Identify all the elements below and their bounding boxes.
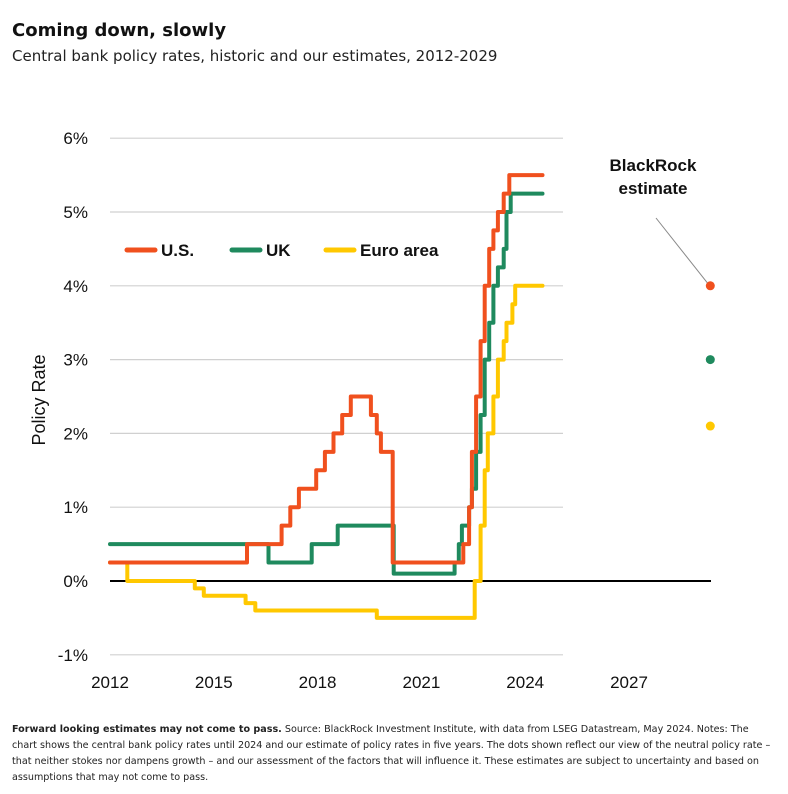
y-tick-label: 1% [63, 498, 88, 517]
blackrock-annotation: BlackRock estimate [610, 156, 708, 284]
grid-lines [110, 137, 711, 656]
policy-rate-chart: -1%0%1%2%3%4%5%6% 2012 2015 2018 2021 2024 20… [29, 129, 715, 692]
x-tick-labels: 2012 2015 2018 2021 2024 2027 [91, 673, 648, 692]
series-line-euro-area [108, 283, 545, 620]
annotation-leader [655, 217, 708, 284]
legend: U.S. UK Euro area [124, 241, 439, 260]
footnote: Forward looking estimates may not come t… [12, 722, 776, 786]
y-tick-labels: -1% 0% 1% 2% 3% 4% 5% 6% [58, 129, 88, 665]
footnote-text: Source: BlackRock Investment Institute, … [12, 724, 771, 783]
chart-subtitle: Central bank policy rates, historic and … [12, 47, 498, 65]
estimate-dots [705, 281, 715, 431]
footnote-bold: Forward looking estimates may not come t… [12, 724, 282, 735]
y-tick-label: 2% [63, 424, 88, 443]
y-axis-label: Policy Rate [29, 354, 49, 445]
x-tick-label: 2012 [91, 673, 129, 692]
x-tick-label: 2021 [402, 673, 440, 692]
y-tick-label: 5% [63, 203, 88, 222]
series-lines [108, 173, 545, 620]
y-tick-label: 0% [63, 572, 88, 591]
series-line-u-s [108, 173, 545, 565]
chart-title: Coming down, slowly [12, 20, 227, 41]
x-tick-label: 2024 [506, 673, 544, 692]
estimate-dot [705, 421, 715, 431]
y-tick-label: 6% [63, 129, 88, 148]
legend-label: U.S. [161, 241, 194, 260]
x-tick-label: 2015 [195, 673, 233, 692]
y-tick-label: 3% [63, 351, 88, 370]
x-tick-label: 2018 [299, 673, 337, 692]
series-line-uk [108, 191, 545, 576]
estimate-dot [705, 355, 715, 365]
legend-label: Euro area [360, 241, 439, 260]
legend-label: UK [266, 241, 291, 260]
x-tick-label: 2027 [610, 673, 648, 692]
y-tick-label: -1% [58, 646, 88, 665]
annotation-text: BlackRock [610, 156, 697, 175]
y-tick-label: 4% [63, 277, 88, 296]
annotation-text: estimate [619, 179, 688, 198]
estimate-dot [705, 281, 715, 291]
